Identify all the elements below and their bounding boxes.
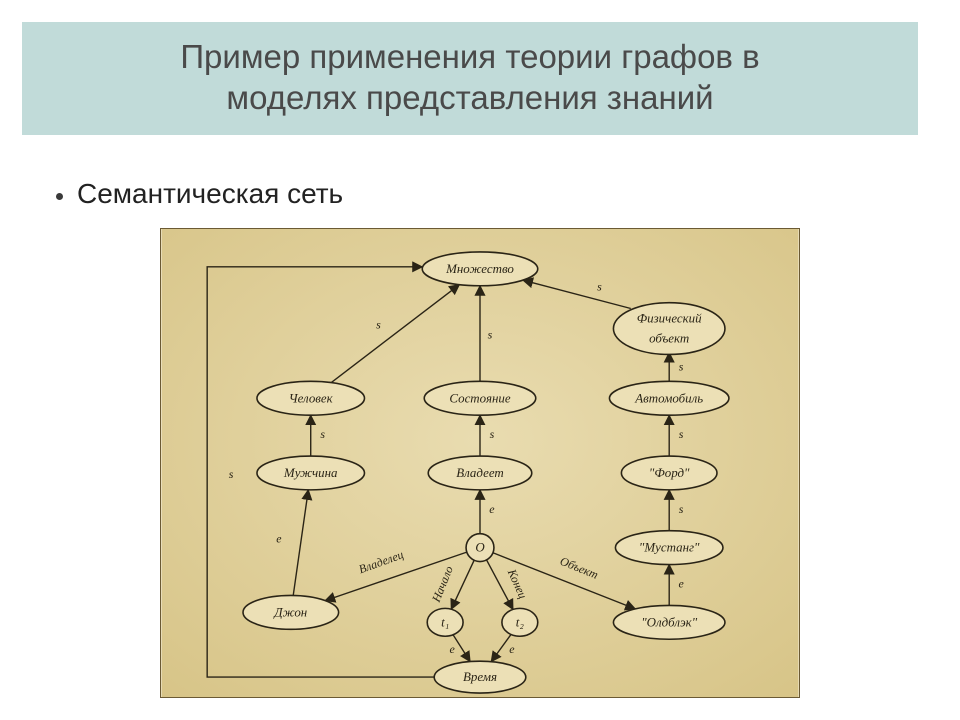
graph-node: t₂ (502, 608, 538, 636)
edge-label: s (490, 427, 495, 441)
graph-node: Множество (422, 252, 538, 286)
title-line-1: Пример применения теории графов в (34, 36, 906, 77)
edge-label: e (678, 576, 684, 590)
edge-label: s (488, 328, 493, 342)
graph-node: Джон (243, 595, 339, 629)
graph-node: t₁ (427, 608, 463, 636)
edge-label: s (679, 359, 684, 373)
edge-label: s (597, 280, 602, 294)
semantic-network-diagram: sssssssseeeВладелецНачалоКонецОбъектeesМ… (160, 228, 800, 698)
edge-label: s (376, 318, 381, 332)
graph-node: "Форд" (621, 456, 717, 490)
graph-node: Владеет (428, 456, 532, 490)
edge-label: e (489, 502, 495, 516)
graph-node: Состояние (424, 381, 536, 415)
slide-title: Пример применения теории графов в моделя… (22, 22, 918, 135)
graph-node: "Олдблэк" (613, 605, 725, 639)
edge-label: s (229, 467, 234, 481)
bullet-item: Семантическая сеть (56, 178, 343, 210)
edge-label: e (449, 642, 455, 656)
graph-node: Человек (257, 381, 365, 415)
graph-node: Время (434, 661, 526, 693)
edge-label: s (679, 502, 684, 516)
graph-node: "Мустанг" (615, 531, 723, 565)
edge-label: e (276, 532, 282, 546)
graph-node: Мужчина (257, 456, 365, 490)
bullet-text: Семантическая сеть (77, 178, 343, 210)
graph-node: O (466, 534, 494, 562)
edge-label: s (679, 427, 684, 441)
edge-label: e (509, 642, 515, 656)
bullet-dot-icon (56, 193, 63, 200)
diagram-svg: sssssssseeeВладелецНачалоКонецОбъектeesМ… (161, 229, 799, 697)
edge-label: s (320, 427, 325, 441)
graph-node: Физический (613, 303, 725, 355)
slide: Пример применения теории графов в моделя… (0, 0, 960, 720)
graph-node: Автомобиль (609, 381, 728, 415)
title-line-2: моделях представления знаний (34, 77, 906, 118)
